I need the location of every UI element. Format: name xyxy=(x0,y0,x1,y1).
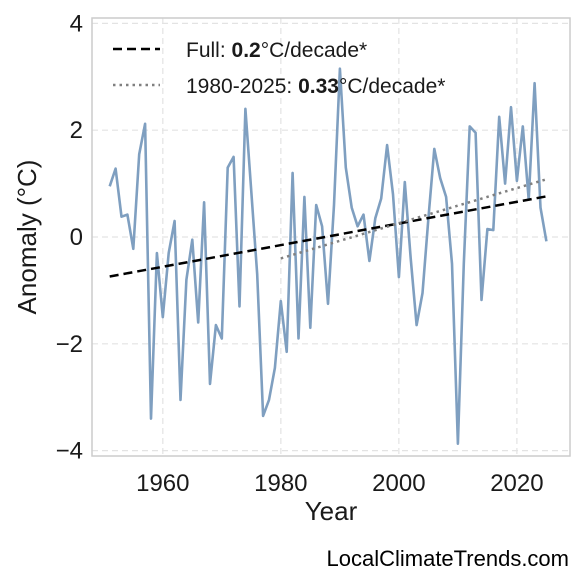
legend-recent-prefix: 1980-2025: xyxy=(186,75,298,98)
y-tick-label: 2 xyxy=(70,117,83,144)
legend: Full: 0.2°C/decade* 1980-2025: 0.33°C/de… xyxy=(113,39,445,98)
series-recent-trend-line xyxy=(280,178,547,260)
y-tick-label: 0 xyxy=(70,224,83,251)
series-layer xyxy=(108,67,548,446)
y-axis-ticks: −4 −2 0 2 4 xyxy=(56,10,83,464)
x-axis-ticks: 1960 1980 2000 2020 xyxy=(136,470,543,497)
legend-label-full: Full: 0.2°C/decade* xyxy=(186,39,367,62)
y-tick-label: −4 xyxy=(56,438,83,465)
legend-label-recent: 1980-2025: 0.33°C/decade* xyxy=(186,75,445,98)
legend-full-prefix: Full: xyxy=(186,39,232,62)
x-tick-label: 1960 xyxy=(136,470,189,497)
x-tick-label: 1980 xyxy=(254,470,307,497)
series-full-trend-line xyxy=(109,195,547,278)
legend-full-value: 0.2 xyxy=(232,39,261,62)
site-watermark: LocalClimateTrends.com xyxy=(326,546,570,571)
legend-recent-suffix: °C/decade* xyxy=(339,75,445,98)
plot-frame xyxy=(91,17,571,457)
x-tick-label: 2020 xyxy=(490,470,543,497)
x-axis-label: Year xyxy=(305,496,358,526)
legend-recent-value: 0.33 xyxy=(298,75,339,98)
y-axis-label: Anomaly (°C) xyxy=(12,160,42,315)
grid xyxy=(92,18,570,456)
series-annual-anomaly-line xyxy=(108,67,548,446)
legend-full-suffix: °C/decade* xyxy=(261,39,367,62)
x-tick-label: 2000 xyxy=(372,470,425,497)
y-tick-label: 4 xyxy=(70,10,83,37)
y-tick-label: −2 xyxy=(56,331,83,358)
